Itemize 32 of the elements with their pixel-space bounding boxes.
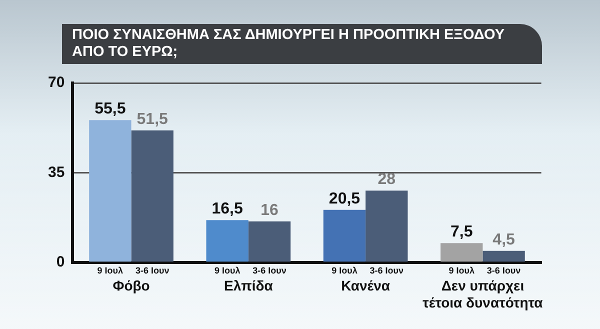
- x-tick-label: Κανένα: [341, 278, 390, 294]
- bar: [206, 220, 248, 262]
- bar: [248, 221, 291, 262]
- data-label: 16,5: [212, 200, 243, 218]
- text: 9 Ιουλ: [448, 265, 475, 276]
- y-tick-label: 35: [48, 164, 65, 181]
- text: 3-6 Ιουν: [486, 265, 521, 276]
- data-label: 20,5: [328, 190, 360, 208]
- y-tick-label: 70: [48, 74, 65, 92]
- data-label: 55,5: [94, 100, 126, 118]
- series-label: 9 Ιουλ: [97, 265, 124, 276]
- bar: [131, 130, 174, 262]
- text: 3-6 Ιουν: [252, 265, 286, 276]
- data-label: 51,5: [136, 110, 168, 128]
- x-tick-label: Φόβο: [112, 278, 150, 294]
- bar: [89, 120, 132, 262]
- text: 9 Ιουλ: [214, 265, 240, 276]
- x-tick-label: Ελπίδα: [224, 278, 274, 294]
- bar: [440, 243, 483, 262]
- series-label: 3-6 Ιουν: [135, 265, 170, 276]
- data-label: 7,5: [450, 224, 473, 241]
- text: 3-6 Ιουν: [370, 265, 404, 276]
- bar: [323, 210, 366, 262]
- bar: [366, 190, 408, 262]
- x-tick-label: Δεν υπάρχει τέτοια δυνατότητα: [422, 278, 544, 310]
- text: 9 Ιουλ: [332, 265, 358, 276]
- data-label: 28: [378, 171, 396, 188]
- bar: [482, 250, 525, 262]
- y-tick-label: 0: [56, 254, 65, 271]
- data-label: 4,5: [492, 231, 516, 248]
- chart-title: ΠΟΙΟ ΣΥΝΑΙΣΘΗΜΑ ΣΑΣ ΔΗΜΙΟΥΡΓΕΙ Η ΠΡΟΟΠΤΙΚΗ ΕΞΟΔΟΥ ΑΠΟ ΤΟ ΕΥΡΩ;: [62, 24, 542, 64]
- data-label: 16: [260, 202, 278, 219]
